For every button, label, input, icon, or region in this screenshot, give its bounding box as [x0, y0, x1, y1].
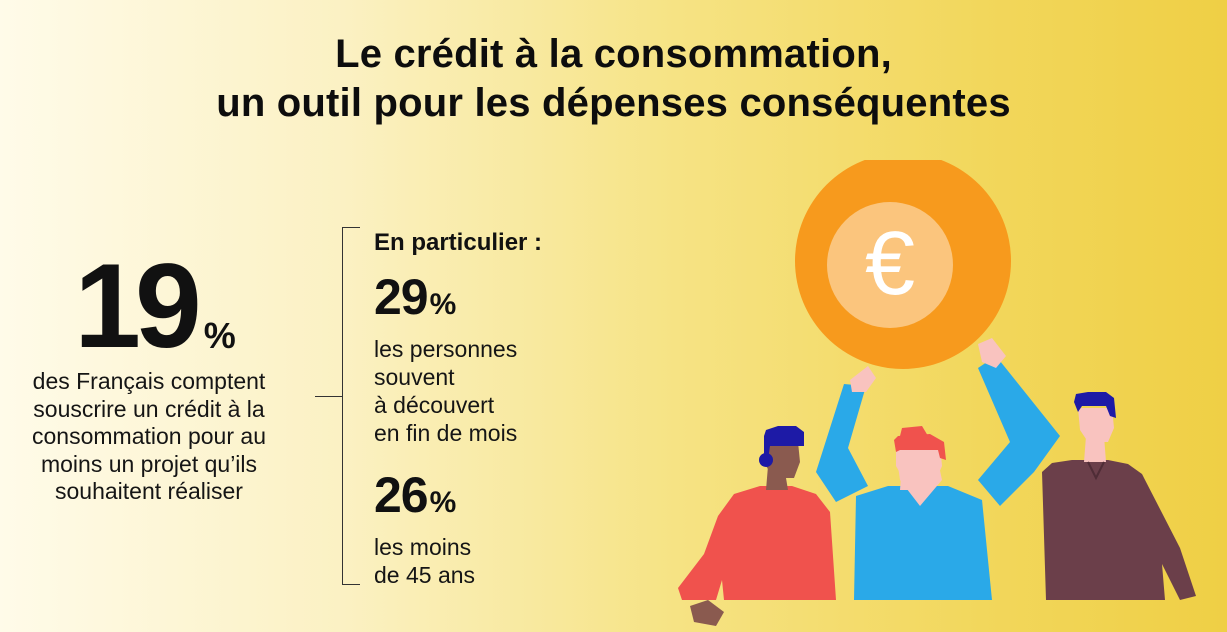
detail-stat-1-desc-line-2: souvent [374, 364, 455, 390]
person-right-body [1042, 460, 1196, 600]
person-center [816, 338, 1060, 600]
person-left-hand [690, 600, 724, 626]
person-center-torso [854, 486, 992, 600]
bracket-divider [342, 227, 360, 585]
person-center-right-hand [978, 338, 1006, 368]
bracket-connector [315, 396, 343, 397]
page-title-line-1: Le crédit à la consommation, [335, 32, 892, 76]
detail-stat-1-desc-line-1: les personnes [374, 336, 518, 362]
person-right-neck [1084, 436, 1106, 462]
person-right-collar [1087, 461, 1105, 481]
detail-stat-1: 29% les personnes souvent à découvert en… [374, 272, 517, 447]
person-left-face [766, 442, 800, 478]
illustration-svg: € [678, 160, 1196, 626]
detail-stat-1-desc-line-4: en fin de mois [374, 420, 518, 446]
person-center-hair [894, 434, 946, 460]
person-right-hair [1074, 392, 1116, 418]
person-center-face [896, 444, 942, 480]
detail-stat-1-value: 29 [374, 269, 429, 325]
main-stat-description: des Français comptent souscrire un crédi… [32, 368, 266, 504]
person-left-hair-bun [759, 453, 773, 467]
detail-stat-1-desc-line-3: à découvert [374, 392, 495, 418]
main-stat-unit: % [203, 315, 236, 356]
person-left-body [678, 486, 836, 600]
person-center-left-hand [850, 366, 876, 392]
detail-stat-2: 26% les moins de 45 ans [374, 470, 475, 589]
person-center-left-arm [816, 384, 868, 502]
detail-stat-2-desc-line-2: de 45 ans [374, 562, 476, 588]
person-left [678, 426, 836, 626]
euro-icon: € [865, 214, 915, 314]
detail-stat-2-value: 26 [374, 467, 429, 523]
people-holding-euro-coin-illustration: € [660, 160, 1227, 632]
euro-coin: € [795, 160, 1011, 369]
person-center-right-arm [978, 356, 1060, 506]
main-stat-value: 19 [74, 239, 202, 373]
person-right-face [1078, 408, 1114, 442]
page-title-line-2: un outil pour les dépenses conséquentes [216, 81, 1011, 125]
person-right [1042, 392, 1196, 600]
detail-stat-2-value-row: 26% [374, 470, 475, 533]
detail-stat-1-unit: % [429, 288, 457, 321]
detail-stat-2-desc-line-1: les moins [374, 534, 472, 560]
detail-stat-1-value-row: 29% [374, 272, 517, 335]
page-title: Le crédit à la consommation, un outil po… [0, 30, 1227, 128]
details-heading: En particulier : [374, 229, 543, 256]
coin-inner [827, 202, 953, 328]
person-center-hair-top [900, 426, 928, 436]
main-stat: 19% [60, 246, 250, 366]
detail-stat-2-unit: % [429, 486, 457, 519]
person-left-hair [764, 426, 804, 460]
